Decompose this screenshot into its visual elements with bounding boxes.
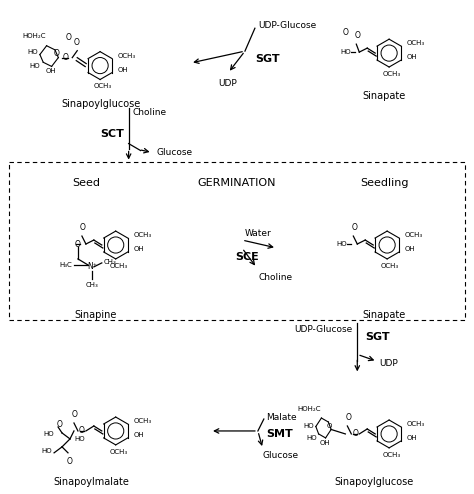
Text: H₃C: H₃C [59, 262, 72, 268]
Text: Choline: Choline [259, 273, 293, 282]
Text: UDP-Glucose: UDP-Glucose [294, 325, 352, 333]
Text: OCH₃: OCH₃ [134, 232, 152, 238]
Text: OH: OH [134, 246, 144, 252]
Text: UDP: UDP [218, 79, 237, 88]
Text: O: O [73, 38, 79, 47]
Text: O: O [57, 420, 63, 429]
Text: SGT: SGT [255, 54, 280, 64]
Text: O: O [351, 223, 357, 232]
Text: HO: HO [337, 241, 347, 247]
Text: O: O [63, 53, 68, 62]
Text: OH: OH [46, 68, 56, 75]
Text: SCE: SCE [235, 252, 259, 262]
Text: SCT: SCT [100, 128, 124, 139]
Text: OH: OH [407, 435, 418, 441]
Text: OH: OH [319, 440, 330, 446]
Text: Seedling: Seedling [360, 178, 409, 188]
Text: Water: Water [245, 229, 272, 238]
Text: HO: HO [44, 431, 54, 437]
Text: Sinapoylmalate: Sinapoylmalate [53, 477, 129, 487]
Text: HOH₂C: HOH₂C [22, 33, 46, 39]
Text: Sinapate: Sinapate [363, 91, 406, 101]
Text: OH: OH [407, 54, 418, 60]
Text: O: O [65, 33, 71, 41]
Text: OCH₃: OCH₃ [383, 452, 401, 458]
Text: OCH₃: OCH₃ [383, 71, 401, 77]
Text: O: O [54, 49, 60, 58]
Text: HO: HO [27, 49, 38, 55]
Text: O: O [67, 457, 73, 466]
Text: O: O [327, 423, 332, 429]
Text: O: O [79, 426, 85, 435]
Text: O: O [346, 413, 351, 422]
Text: OH: OH [405, 246, 416, 252]
Bar [9, 163, 465, 320]
Text: HO: HO [29, 63, 40, 69]
Text: UDP: UDP [379, 359, 398, 368]
Text: Malate: Malate [266, 412, 296, 421]
Text: GERMINATION: GERMINATION [198, 178, 276, 188]
Text: HO: HO [304, 423, 314, 429]
Text: O: O [342, 28, 348, 37]
Text: O: O [355, 31, 360, 40]
Text: OCH₃: OCH₃ [381, 263, 399, 269]
Text: UDP-Glucose: UDP-Glucose [258, 21, 316, 30]
Text: Choline: Choline [133, 108, 167, 117]
Text: OCH₃: OCH₃ [134, 418, 152, 424]
Text: OCH₃: OCH₃ [109, 449, 128, 455]
Text: Seed: Seed [72, 178, 100, 188]
Text: Sinapine: Sinapine [74, 310, 117, 320]
Text: SMT: SMT [266, 429, 292, 439]
Text: OCH₃: OCH₃ [405, 232, 423, 238]
Text: HO: HO [306, 435, 317, 441]
Text: N⁺: N⁺ [87, 262, 97, 271]
Text: HOH₂C: HOH₂C [297, 406, 321, 412]
Text: OCH₃: OCH₃ [94, 83, 112, 89]
Text: OCH₃: OCH₃ [109, 263, 128, 269]
Text: Sinapoylglucose: Sinapoylglucose [335, 477, 414, 487]
Text: OCH₃: OCH₃ [407, 40, 425, 46]
Text: CH₃: CH₃ [104, 259, 117, 265]
Text: HO: HO [341, 49, 351, 55]
Text: Sinapate: Sinapate [363, 310, 406, 320]
Text: Glucose: Glucose [263, 451, 299, 460]
Text: SGT: SGT [365, 331, 390, 341]
Text: Glucose: Glucose [156, 148, 192, 157]
Text: O: O [75, 240, 81, 248]
Text: HO: HO [41, 448, 52, 454]
Text: OH: OH [118, 67, 128, 73]
Text: O: O [352, 429, 358, 439]
Text: O: O [80, 223, 86, 232]
Text: O: O [72, 410, 78, 419]
Text: CH₃: CH₃ [85, 282, 98, 288]
Text: HO: HO [74, 436, 84, 442]
Text: OCH₃: OCH₃ [407, 421, 425, 427]
Text: OH: OH [134, 432, 144, 438]
Text: Sinapoylglucose: Sinapoylglucose [61, 99, 140, 109]
Text: OCH₃: OCH₃ [118, 53, 136, 59]
